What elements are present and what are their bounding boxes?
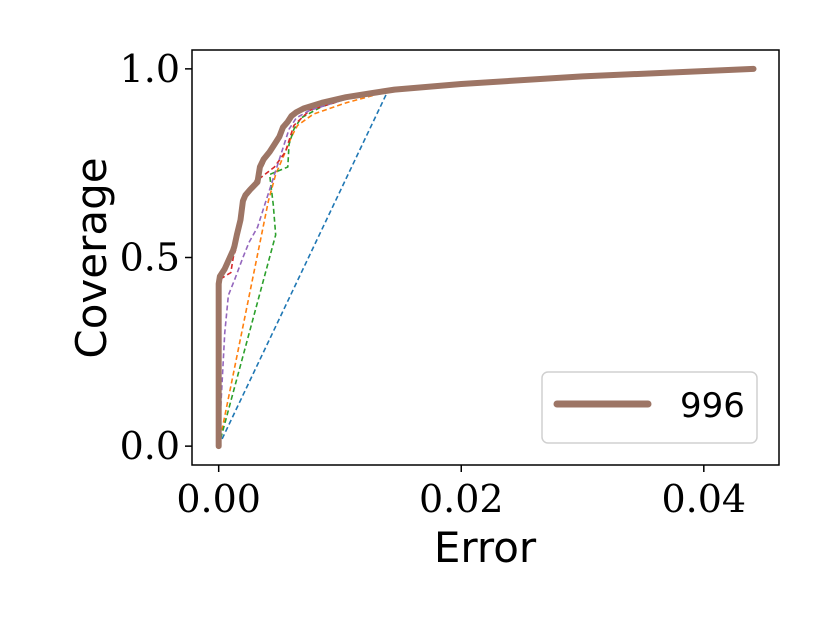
x-tick-label: 0.00 <box>176 477 261 521</box>
y-tick-label: 0.0 <box>120 424 180 468</box>
legend-box <box>541 371 758 444</box>
y-tick-label: 0.5 <box>120 236 180 280</box>
series-line-main <box>215 65 757 450</box>
series-line-dashed-4 <box>217 68 754 447</box>
legend-label: 996 <box>680 386 745 426</box>
x-tick-label: 0.04 <box>662 477 747 521</box>
y-tick-label: 1.0 <box>120 47 180 91</box>
x-tick-label: 0.02 <box>419 477 504 521</box>
tick-layer: 0.00 0.02 0.04 0.0 0.5 1.0 <box>120 47 747 521</box>
y-axis-title: Coverage <box>67 157 116 358</box>
x-axis-title: Error <box>434 523 537 572</box>
series-layer <box>215 65 757 450</box>
series-line-dashed-5 <box>217 68 754 447</box>
legend: 996 <box>541 371 758 444</box>
